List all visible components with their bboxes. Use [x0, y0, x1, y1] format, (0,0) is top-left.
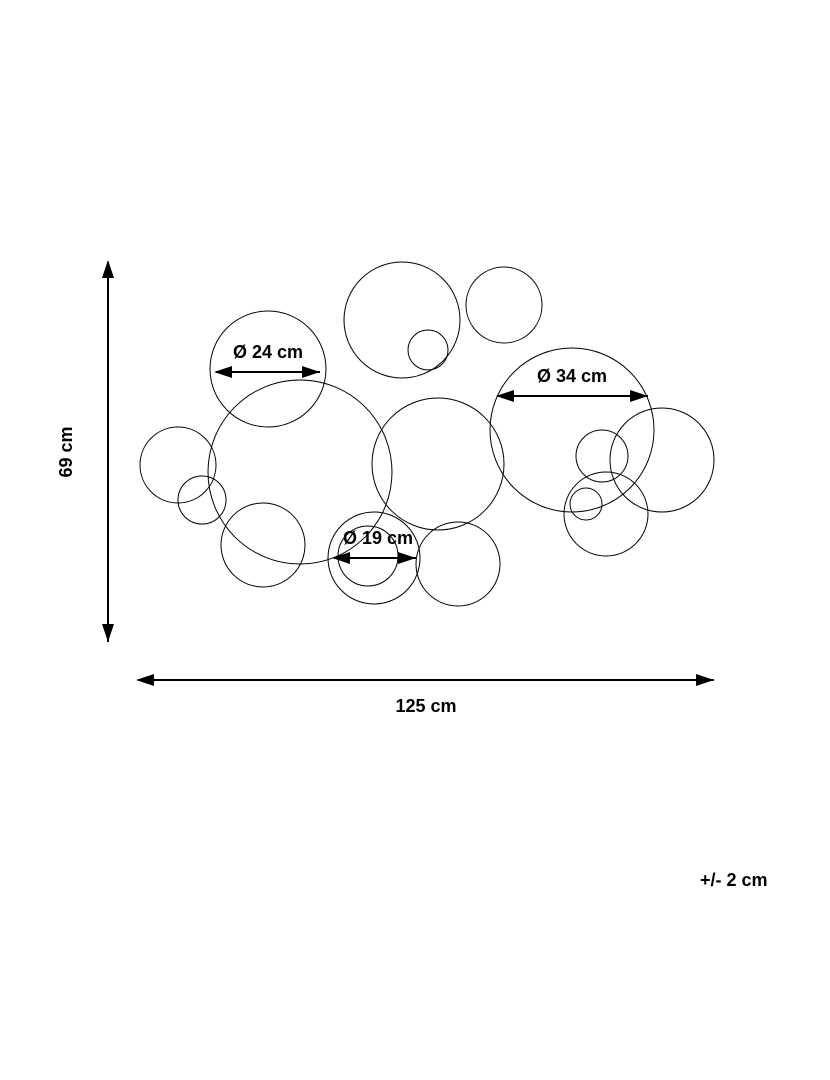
outline-circle: [344, 262, 460, 378]
outline-circle: [210, 311, 326, 427]
dimensions-group: 69 cm 125 cm Ø 24 cm Ø 34 cm Ø 19 cm: [56, 262, 714, 716]
outline-circle: [610, 408, 714, 512]
width-dimension-label: 125 cm: [395, 696, 456, 716]
outline-circle: [564, 472, 648, 556]
diameter-dimension-label-2: Ø 19 cm: [343, 528, 413, 548]
outline-circle: [570, 488, 602, 520]
circles-group: [140, 262, 714, 606]
tolerance-label: +/- 2 cm: [700, 870, 768, 891]
outline-circle: [221, 503, 305, 587]
outline-circle: [466, 267, 542, 343]
height-dimension-label: 69 cm: [56, 426, 76, 477]
diagram-svg: 69 cm 125 cm Ø 24 cm Ø 34 cm Ø 19 cm: [0, 0, 830, 1080]
outline-circle: [408, 330, 448, 370]
outline-circle: [416, 522, 500, 606]
diameter-dimension-label-0: Ø 24 cm: [233, 342, 303, 362]
diameter-dimension-label-1: Ø 34 cm: [537, 366, 607, 386]
diagram-canvas: 69 cm 125 cm Ø 24 cm Ø 34 cm Ø 19 cm +/- 2 c…: [0, 0, 830, 1080]
outline-circle: [178, 476, 226, 524]
outline-circle: [140, 427, 216, 503]
